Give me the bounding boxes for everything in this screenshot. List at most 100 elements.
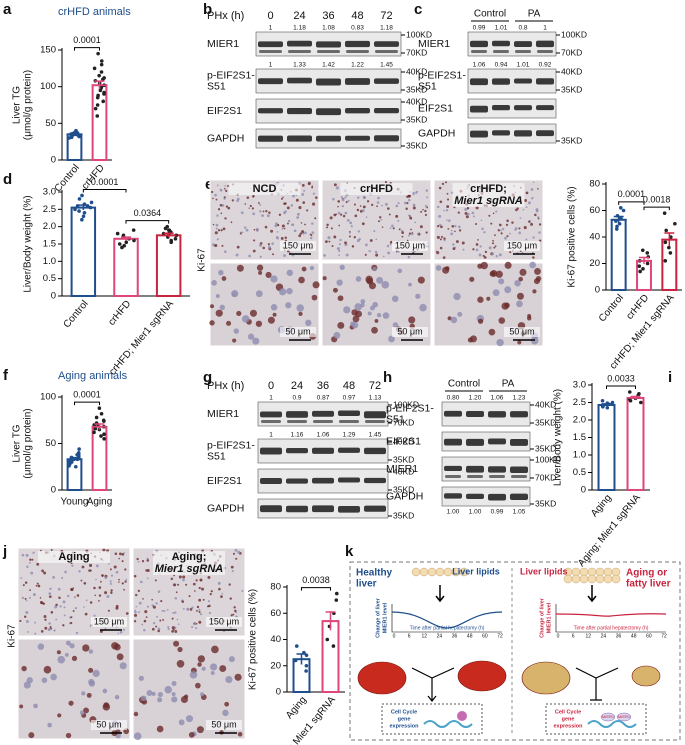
nucleus bbox=[220, 212, 223, 215]
y-tick-label: 0.5 bbox=[573, 467, 586, 478]
nucleus bbox=[392, 322, 399, 328]
nucleus bbox=[95, 578, 97, 581]
nucleus bbox=[178, 719, 185, 726]
quantification: 1.06 bbox=[317, 432, 330, 439]
p-value: 0.0001 bbox=[73, 35, 101, 45]
nucleus bbox=[135, 593, 138, 597]
nucleus bbox=[104, 576, 108, 580]
nucleus bbox=[302, 201, 306, 204]
nucleus bbox=[59, 605, 62, 608]
gene-box-label: expression bbox=[553, 723, 583, 729]
nucleus bbox=[232, 613, 235, 616]
nucleus bbox=[311, 231, 315, 234]
nucleus bbox=[447, 316, 452, 321]
nucleus bbox=[287, 219, 291, 223]
nucleus bbox=[141, 559, 145, 563]
data-point bbox=[99, 434, 103, 438]
quantification: 1.29 bbox=[343, 432, 356, 439]
nucleus bbox=[364, 253, 367, 256]
nucleus bbox=[354, 214, 358, 218]
quantification: 1.06 bbox=[491, 395, 504, 402]
chart-title: Aging animals bbox=[58, 370, 128, 382]
nucleus bbox=[191, 606, 194, 609]
data-point bbox=[610, 400, 615, 405]
band bbox=[471, 50, 487, 53]
data-point bbox=[99, 59, 104, 63]
nucleus bbox=[110, 574, 114, 577]
nucleus bbox=[376, 205, 378, 208]
nucleus bbox=[146, 689, 153, 696]
nucleus bbox=[424, 209, 427, 213]
nucleus bbox=[31, 558, 34, 561]
data-point bbox=[334, 598, 339, 602]
size-marker: 40KD bbox=[393, 466, 414, 476]
nucleus bbox=[89, 563, 93, 568]
band bbox=[316, 78, 341, 86]
error-bar bbox=[661, 232, 678, 247]
protein-name: EIF2S1 bbox=[386, 435, 421, 447]
quantification: 1 bbox=[269, 62, 273, 69]
nucleus bbox=[295, 198, 299, 202]
quantification: 1.18 bbox=[293, 25, 306, 32]
x-tick-label: Aging bbox=[87, 497, 113, 508]
nucleus bbox=[453, 292, 461, 301]
nucleus bbox=[26, 630, 29, 633]
nucleus bbox=[419, 225, 423, 229]
band bbox=[258, 135, 283, 142]
size-marker: 35KD bbox=[393, 484, 414, 494]
nucleus bbox=[532, 236, 535, 239]
nucleus bbox=[106, 595, 110, 598]
quantification: 1 bbox=[269, 395, 273, 402]
nucleus bbox=[28, 732, 35, 739]
nucleus bbox=[70, 621, 73, 625]
nucleus bbox=[315, 196, 318, 199]
nucleus bbox=[284, 202, 287, 205]
panel-letter: c bbox=[414, 1, 422, 18]
nucleus bbox=[140, 695, 147, 702]
dna bbox=[587, 720, 637, 728]
nucleus bbox=[397, 219, 400, 222]
nucleus bbox=[276, 231, 279, 233]
nucleus bbox=[448, 219, 451, 222]
nucleus bbox=[270, 229, 274, 233]
protein-name: EIF2S1 bbox=[418, 102, 453, 114]
mini-tick: 48 bbox=[467, 633, 473, 639]
p-value: 0.0001 bbox=[73, 390, 101, 400]
nucleus bbox=[143, 619, 147, 623]
nucleus bbox=[50, 610, 54, 614]
nucleus bbox=[195, 627, 198, 630]
nucleus bbox=[164, 685, 172, 694]
nucleus bbox=[436, 224, 440, 228]
nucleus bbox=[196, 726, 204, 734]
nucleus bbox=[538, 223, 542, 226]
nucleus bbox=[88, 667, 94, 673]
comparison-bracket bbox=[301, 587, 331, 591]
nucleus bbox=[378, 216, 382, 219]
nucleus bbox=[268, 211, 271, 214]
nucleus bbox=[180, 695, 188, 703]
nucleus bbox=[195, 682, 201, 689]
group-label: PA bbox=[502, 379, 515, 390]
data-point bbox=[102, 437, 106, 441]
comparison-bracket bbox=[618, 201, 645, 205]
nucleus bbox=[415, 191, 418, 194]
data-point bbox=[73, 464, 78, 469]
band bbox=[287, 77, 312, 84]
error-bar bbox=[627, 395, 644, 400]
nucleus bbox=[330, 227, 333, 230]
nucleus bbox=[518, 231, 522, 235]
nucleus bbox=[367, 311, 372, 316]
nucleus bbox=[155, 602, 158, 605]
band bbox=[316, 41, 341, 48]
nucleus bbox=[533, 278, 540, 285]
blot-frame bbox=[441, 431, 531, 452]
panel-letter: f bbox=[3, 367, 9, 384]
nucleus bbox=[25, 599, 28, 602]
title-bg bbox=[153, 551, 225, 563]
nucleus bbox=[171, 696, 178, 703]
data-point bbox=[166, 228, 171, 232]
nucleus bbox=[411, 232, 414, 236]
nucleus bbox=[261, 214, 264, 217]
y-tick-label: 20 bbox=[270, 660, 281, 671]
mini-tick: 12 bbox=[586, 633, 592, 639]
